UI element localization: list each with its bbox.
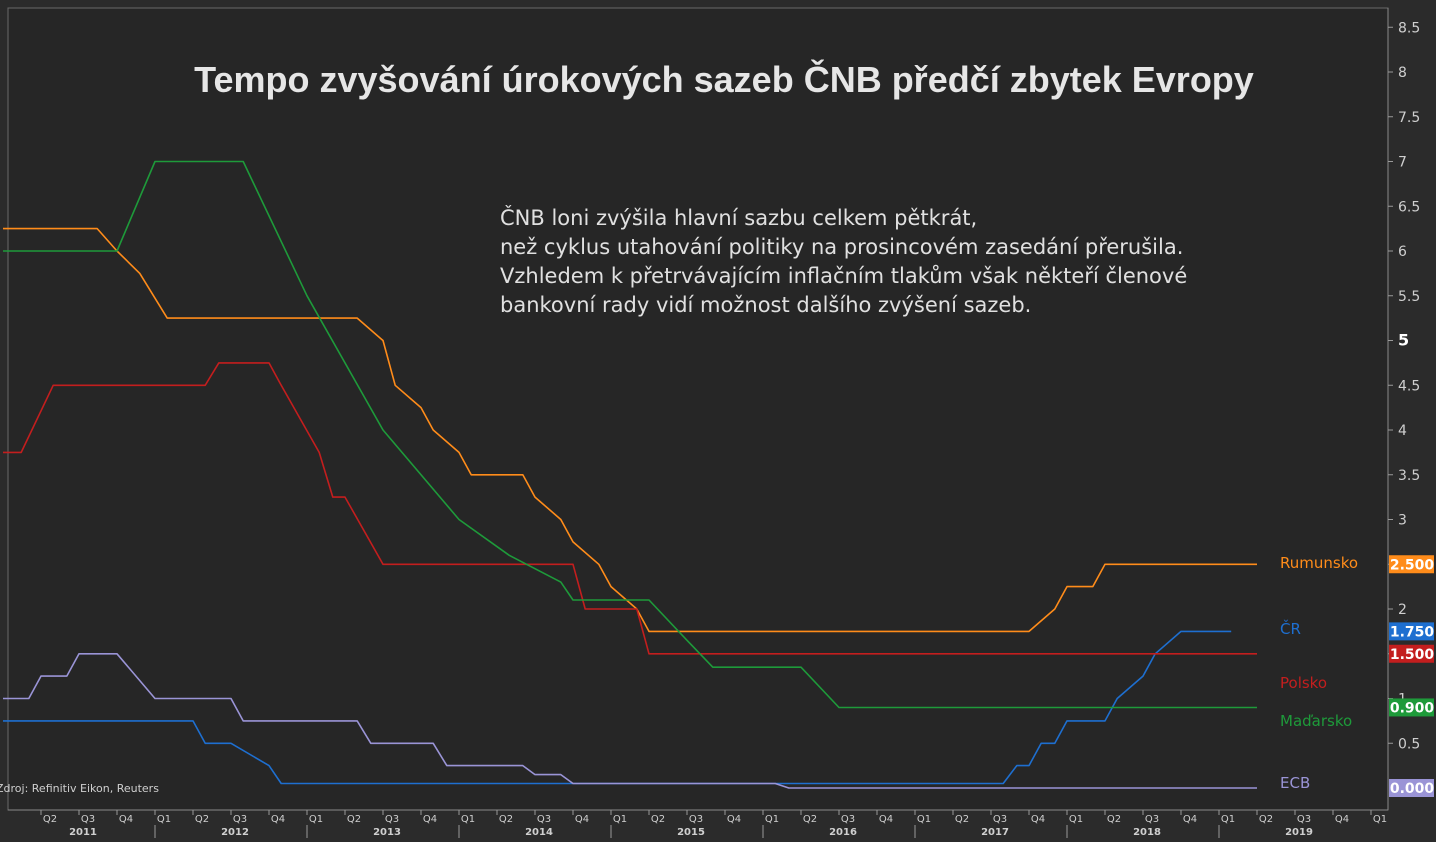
series-line-Rumunsko [3,227,1257,633]
x-tick-label: Q1 [613,814,627,825]
x-tick-label: Q2 [803,814,817,825]
value-badge [1389,698,1434,717]
annotation-line: ČNB loni zvýšila hlavní sazbu celkem pět… [500,205,977,230]
series-line-ČR [3,630,1232,785]
x-tick-label: Q2 [347,814,361,825]
y-tick-label: 8 [1398,65,1407,81]
value-badges: 2.500 1.750 1.500 0.900 0.000 [1389,555,1434,797]
y-tick-label: 0.5 [1398,736,1420,752]
x-tick-label: Q1 [765,814,779,825]
right-axis-panel [1389,8,1434,810]
value-badge [1389,779,1434,797]
x-tick-label: Q1 [1221,814,1235,825]
series-lines [3,160,1257,789]
annotation-line: než cyklus utahování politiky na prosinc… [500,235,1183,259]
value-badge-label: 2.500 [1390,557,1435,573]
y-tick-label: 7.5 [1398,110,1420,126]
value-badge-label: 0.000 [1390,781,1435,797]
x-tick-label: Q1 [1373,814,1387,825]
plot-background [7,7,1389,811]
series-label: Rumunsko [1280,554,1358,572]
x-tick-label: Q1 [1069,814,1083,825]
x-tick-label: Q4 [119,814,133,825]
y-tick-label: 5.5 [1398,289,1420,305]
series-label: Polsko [1280,674,1327,692]
x-tick-label: Q3 [1297,814,1311,825]
x-year-label: 2011 [69,827,97,838]
x-tick-label: Q2 [955,814,969,825]
x-tick-label: Q4 [1183,814,1197,825]
y-tick-label: 4 [1398,423,1407,439]
x-tick-label: Q4 [271,814,285,825]
x-tick-label: Q2 [43,814,57,825]
x-year-label: 2015 [677,827,705,838]
series-line-ECB [3,652,1257,789]
y-tick-label: 5 [1398,331,1409,350]
x-tick-label: Q4 [879,814,893,825]
annotation-line: bankovní rady vidí možnost dalšího zvýše… [500,293,1031,317]
value-badge [1389,622,1434,641]
series-label: Maďarsko [1280,712,1352,730]
x-tick-label: Q3 [841,814,855,825]
chart-title: Tempo zvyšování úrokových sazeb ČNB před… [194,58,1254,100]
x-tick-label: Q1 [917,814,931,825]
x-year-label: 2016 [829,827,857,838]
x-tick-label: Q3 [1145,814,1159,825]
series-label: ECB [1280,774,1310,792]
x-tick-label: Q4 [1031,814,1045,825]
annotation: ČNB loni zvýšila hlavní sazbu celkem pět… [500,205,1187,317]
y-tick-label: 3 [1398,513,1407,529]
y-tick-label: 8.5 [1398,20,1420,36]
x-tick-label: Q4 [575,814,589,825]
x-year-label: 2019 [1285,827,1313,838]
y-tick-label: 2 [1398,602,1407,618]
x-tick-label: Q4 [727,814,741,825]
x-tick-label: Q3 [385,814,399,825]
y-tick-label: 4.5 [1398,378,1420,394]
y-tick-label: 3.5 [1398,468,1420,484]
x-tick-label: Q1 [461,814,475,825]
annotation-line: Vzhledem k přetrvávajícím inflačním tlak… [500,264,1187,288]
source-note: Zdroj: Refinitiv Eikon, Reuters [0,782,159,795]
value-badge [1389,644,1434,663]
series-label: ČR [1280,619,1301,638]
series-line-Maďarsko [3,160,1257,709]
x-tick-label: Q2 [195,814,209,825]
x-tick-label: Q3 [233,814,247,825]
value-badge [1389,555,1434,574]
x-tick-label: Q2 [499,814,513,825]
x-year-label: 2017 [981,827,1009,838]
y-tick-label: 6 [1398,244,1407,260]
value-badge-label: 1.750 [1390,624,1435,640]
x-tick-label: Q1 [309,814,323,825]
x-tick-label: Q3 [537,814,551,825]
x-year-label: 2013 [373,827,401,838]
series-line-Polsko [3,362,1257,655]
x-year-label: 2018 [1133,827,1161,838]
x-tick-label: Q2 [651,814,665,825]
x-tick-label: Q1 [157,814,171,825]
x-tick-label: Q2 [1107,814,1121,825]
x-tick-label: Q4 [1335,814,1349,825]
x-tick-label: Q4 [423,814,437,825]
value-badge-label: 1.500 [1390,647,1435,663]
y-tick-label: 6.5 [1398,199,1420,215]
series-labels: Rumunsko ČR Polsko Maďarsko ECB [1280,554,1358,792]
x-axis-ticks: Q2 Q3 Q4 Q1 Q2 Q3 Q4 Q1 Q2 Q3 Q4 Q1 Q2 Q3 Q4 Q1 Q2 Q3 Q4 Q1… [8,809,1388,838]
x-tick-label: Q3 [993,814,1007,825]
x-tick-label: Q3 [81,814,95,825]
x-year-label: 2012 [221,827,249,838]
x-tick-label: Q2 [1259,814,1273,825]
y-tick-label: 7 [1398,155,1407,171]
x-year-label: 2014 [525,827,553,838]
x-tick-label: Q3 [689,814,703,825]
value-badge-label: 0.900 [1390,700,1435,716]
